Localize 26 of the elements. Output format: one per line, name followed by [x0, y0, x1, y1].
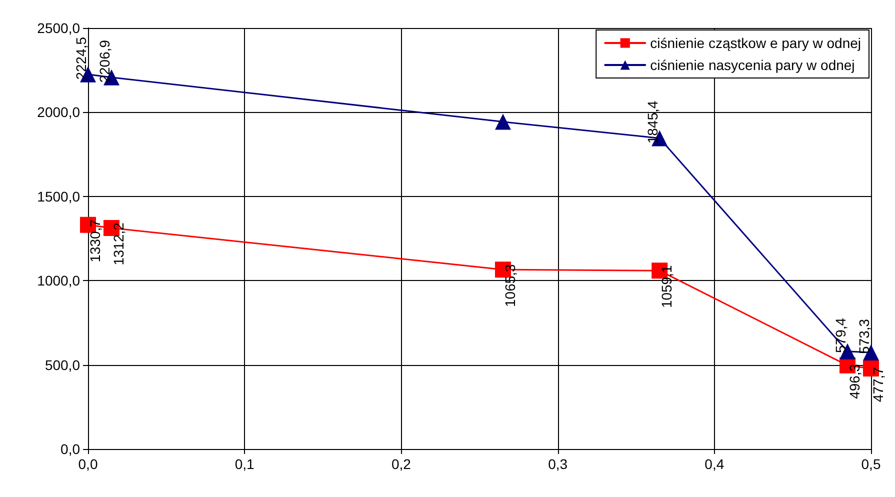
data-label: 2224,5	[73, 36, 89, 80]
x-tick-label: 0,0	[78, 456, 98, 472]
x-tick-label: 0,3	[548, 456, 568, 472]
data-label: 496,3	[846, 364, 863, 399]
data-label: 579,4	[832, 318, 849, 353]
point	[494, 114, 511, 130]
data-label: 573,3	[856, 318, 872, 354]
data-label: 1312,2	[110, 222, 126, 266]
data-label: 477,7	[870, 366, 886, 402]
data-label: 1065,3	[502, 264, 518, 308]
y-tick-label: 2500,0	[37, 20, 80, 36]
x-tick-label: 0,1	[234, 456, 255, 472]
y-tick-label: 500,0	[44, 356, 80, 373]
legend-label: ciśnienie cząstkow e pary w odnej	[650, 35, 862, 51]
y-tick-label: 0,0	[60, 441, 80, 457]
data-label: 2206,9	[96, 40, 112, 83]
x-tick-label: 0,5	[861, 456, 881, 472]
legend-label: ciśnienie nasycenia pary w odnej	[650, 57, 855, 73]
data-label: 1330,7	[87, 219, 103, 262]
x-tick-label: 0,2	[391, 456, 412, 472]
x-tick-label: 0,4	[704, 456, 724, 472]
data-label: 1059,1	[658, 265, 675, 308]
y-tick-label: 2000,0	[37, 104, 80, 120]
data-label: 1845,4	[644, 100, 661, 144]
y-tick-label: 1500,0	[37, 188, 80, 204]
y-tick-label: 1000,0	[37, 272, 80, 289]
